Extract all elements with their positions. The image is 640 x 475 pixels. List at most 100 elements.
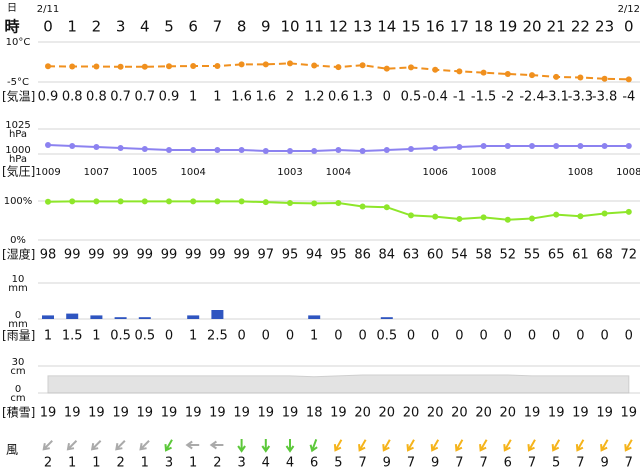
point bbox=[141, 146, 148, 152]
y-tick-unit: cm bbox=[10, 393, 25, 404]
wind-arrow bbox=[382, 439, 391, 452]
value-label: 1006 bbox=[422, 167, 447, 178]
value-label: 20 bbox=[451, 406, 468, 421]
point bbox=[383, 65, 390, 72]
point bbox=[504, 143, 511, 149]
value-label: 65 bbox=[548, 248, 565, 263]
value-label: 19 bbox=[161, 406, 178, 421]
point bbox=[93, 198, 100, 205]
value-label: 72 bbox=[621, 248, 638, 263]
hour-label: 15 bbox=[401, 18, 420, 36]
value-label: 1.2 bbox=[304, 90, 325, 105]
date-label: 2/12 bbox=[618, 4, 640, 15]
value-label: 19 bbox=[185, 406, 202, 421]
hour-label: 21 bbox=[547, 18, 566, 36]
point bbox=[238, 147, 245, 153]
value-label: 19 bbox=[88, 406, 105, 421]
value-label: 99 bbox=[112, 248, 129, 263]
value-label: 1.3 bbox=[352, 90, 373, 105]
point bbox=[287, 148, 293, 154]
wind-arrow bbox=[624, 439, 633, 452]
y-tick-unit: mm bbox=[8, 319, 27, 330]
value-label: 99 bbox=[185, 248, 202, 263]
value-label: 55 bbox=[524, 248, 541, 263]
value-label: 0 bbox=[286, 329, 294, 344]
value-label: 4 bbox=[286, 456, 294, 471]
value-label: 19 bbox=[137, 406, 154, 421]
value-label: 0 bbox=[383, 90, 391, 105]
point bbox=[625, 208, 632, 215]
point bbox=[553, 73, 560, 80]
value-label: 9 bbox=[383, 456, 391, 471]
y-tick-label: 10 bbox=[12, 274, 25, 285]
y-tick-label: 0% bbox=[10, 235, 26, 246]
value-label: 19 bbox=[209, 406, 226, 421]
point bbox=[480, 69, 487, 76]
point bbox=[529, 72, 535, 79]
bar bbox=[308, 315, 321, 319]
value-label: 20 bbox=[500, 406, 517, 421]
value-label: 54 bbox=[451, 248, 468, 263]
value-label: 99 bbox=[161, 248, 178, 263]
value-label: 7 bbox=[358, 456, 366, 471]
value-label: 0 bbox=[237, 329, 245, 344]
hour-label: 14 bbox=[377, 18, 396, 36]
y-tick-unit: hPa bbox=[9, 129, 27, 140]
value-label: 97 bbox=[258, 248, 275, 263]
value-label: 0.5 bbox=[401, 90, 422, 105]
hour-label: 19 bbox=[498, 18, 517, 36]
wind-arrow bbox=[479, 439, 488, 452]
value-label: 63 bbox=[403, 248, 420, 263]
value-label: 0.8 bbox=[86, 90, 107, 105]
value-label: 60 bbox=[427, 248, 444, 263]
value-label: 0 bbox=[528, 329, 536, 344]
wind-arrow bbox=[139, 440, 150, 451]
value-label: 19 bbox=[524, 406, 541, 421]
wind-arrow bbox=[600, 439, 609, 452]
hour-label: 0 bbox=[43, 18, 53, 36]
value-label: 7 bbox=[528, 456, 536, 471]
value-label: 20 bbox=[427, 406, 444, 421]
value-label: -0.4 bbox=[423, 90, 448, 105]
wind-arrow bbox=[406, 439, 415, 452]
point bbox=[287, 199, 293, 206]
value-label: -1 bbox=[453, 90, 466, 105]
point bbox=[383, 204, 390, 211]
value-label: 2 bbox=[213, 456, 221, 471]
value-label: 86 bbox=[354, 248, 371, 263]
value-label: 0 bbox=[334, 329, 342, 344]
hour-label: 7 bbox=[213, 18, 223, 36]
value-label: 1008 bbox=[568, 167, 593, 178]
value-label: 94 bbox=[306, 248, 323, 263]
value-label: 1 bbox=[141, 456, 149, 471]
bar bbox=[66, 313, 79, 319]
value-label: 9 bbox=[600, 456, 608, 471]
value-label: 1.6 bbox=[255, 90, 276, 105]
hour-label: 1 bbox=[67, 18, 77, 36]
y-tick-label: 1000 bbox=[5, 145, 30, 156]
point bbox=[335, 64, 342, 71]
y-tick-unit: hPa bbox=[9, 154, 27, 165]
wind-arrow bbox=[309, 439, 318, 453]
hour-label: 10 bbox=[280, 18, 299, 36]
hour-label: 0 bbox=[624, 18, 634, 36]
value-label: 19 bbox=[572, 406, 589, 421]
wind-arrow bbox=[164, 439, 173, 452]
value-label: 7 bbox=[479, 456, 487, 471]
value-label: -3.8 bbox=[592, 90, 617, 105]
wind-arrow bbox=[90, 440, 102, 451]
hour-label: 8 bbox=[237, 18, 247, 36]
value-label: 18 bbox=[306, 406, 323, 421]
hour-label: 23 bbox=[595, 18, 614, 36]
hour-label: 3 bbox=[116, 18, 126, 36]
value-label: -4 bbox=[622, 90, 635, 105]
point bbox=[601, 210, 608, 217]
hour-label: 2 bbox=[92, 18, 102, 36]
value-label: 1 bbox=[189, 90, 197, 105]
value-label: 0.7 bbox=[134, 90, 155, 105]
value-label: -2 bbox=[501, 90, 514, 105]
value-label: 1 bbox=[189, 456, 197, 471]
point bbox=[432, 213, 439, 220]
